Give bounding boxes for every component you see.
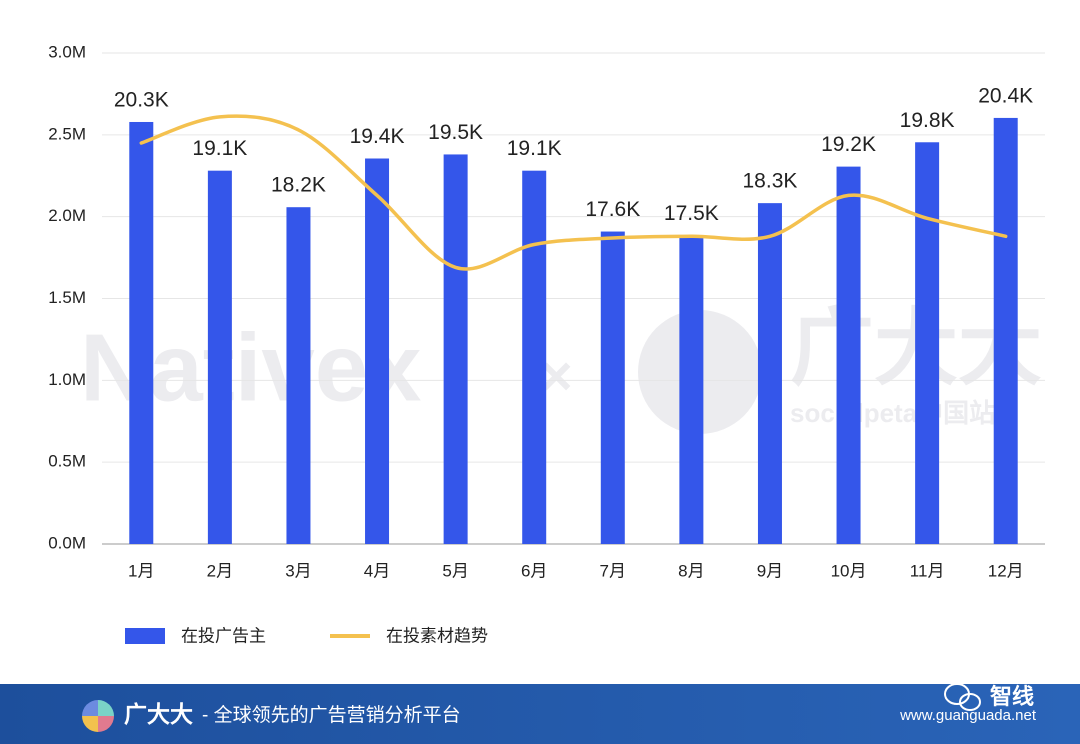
x-tick-label: 8月 [678, 561, 704, 580]
bar [679, 235, 704, 544]
bar [207, 170, 232, 545]
y-tick-label: 1.5M [48, 288, 86, 307]
watermark-text: socialpeta中国站 [790, 398, 995, 428]
footer-logo [82, 700, 114, 732]
value-label: 19.1K [507, 137, 562, 160]
y-tick-label: 3.0M [48, 42, 86, 61]
x-tick-label: 10月 [831, 561, 867, 580]
value-label: 18.2K [271, 174, 326, 197]
legend-label: 在投素材趋势 [386, 626, 488, 645]
footer-url: www.guanguada.net [899, 707, 1037, 724]
x-tick-label: 1月 [128, 561, 154, 580]
x-tick-label: 5月 [442, 561, 468, 580]
y-tick-label: 2.0M [48, 206, 86, 225]
x-tick-label: 7月 [600, 561, 626, 580]
value-label: 17.6K [585, 198, 640, 221]
wechat-icon [944, 683, 981, 711]
footer-account: 智线 [990, 684, 1034, 709]
bar [600, 231, 625, 544]
bar [915, 142, 940, 545]
line [139, 114, 1008, 271]
bar [836, 166, 861, 545]
value-label: 20.3K [114, 89, 169, 112]
bar [522, 170, 547, 545]
value-label: 20.4K [978, 84, 1033, 107]
plot-area: 0.0M 0.5M 1.0M 1.5M 2.0M 2.5M 3.0M 1月 2月 3月 4月 5月 6月… [48, 42, 1045, 645]
x-tick-label: 2月 [207, 561, 233, 580]
footer-brand: 广大大 [124, 701, 193, 727]
x-tick-label: 4月 [364, 561, 390, 580]
legend: 在投广告主 在投素材趋势 [125, 626, 488, 645]
legend-label: 在投广告主 [181, 626, 266, 645]
y-tick-label: 0.5M [48, 452, 86, 471]
bar [993, 117, 1018, 544]
footer: 广大大 - 全球领先的广告营销分析平台 智线 www.guanguada.net [0, 683, 1080, 744]
value-label: 19.5K [428, 121, 483, 144]
footer-slogan: - 全球领先的广告营销分析平台 [202, 704, 461, 726]
x-tick-label: 11月 [910, 561, 945, 580]
value-label: 19.8K [900, 109, 955, 132]
bar [365, 158, 390, 544]
x-tick-label: 3月 [285, 561, 311, 580]
legend-swatch [125, 628, 165, 644]
x-tick-label: 12月 [988, 561, 1024, 580]
x-tick-label: 9月 [757, 561, 783, 580]
value-label: 19.1K [192, 137, 247, 160]
bar [286, 207, 311, 544]
value-label: 18.3K [743, 170, 798, 193]
value-label: 19.4K [350, 125, 405, 148]
value-label: 17.5K [664, 202, 719, 225]
bar [443, 154, 468, 544]
y-tick-label: 2.5M [48, 124, 86, 143]
y-tick-label: 1.0M [48, 370, 86, 389]
x-tick-label: 6月 [521, 561, 547, 580]
bar [757, 203, 782, 544]
y-tick-label: 0.0M [48, 533, 86, 552]
value-label: 19.2K [821, 133, 876, 156]
bar [129, 121, 154, 545]
footer-bar [0, 684, 1080, 744]
